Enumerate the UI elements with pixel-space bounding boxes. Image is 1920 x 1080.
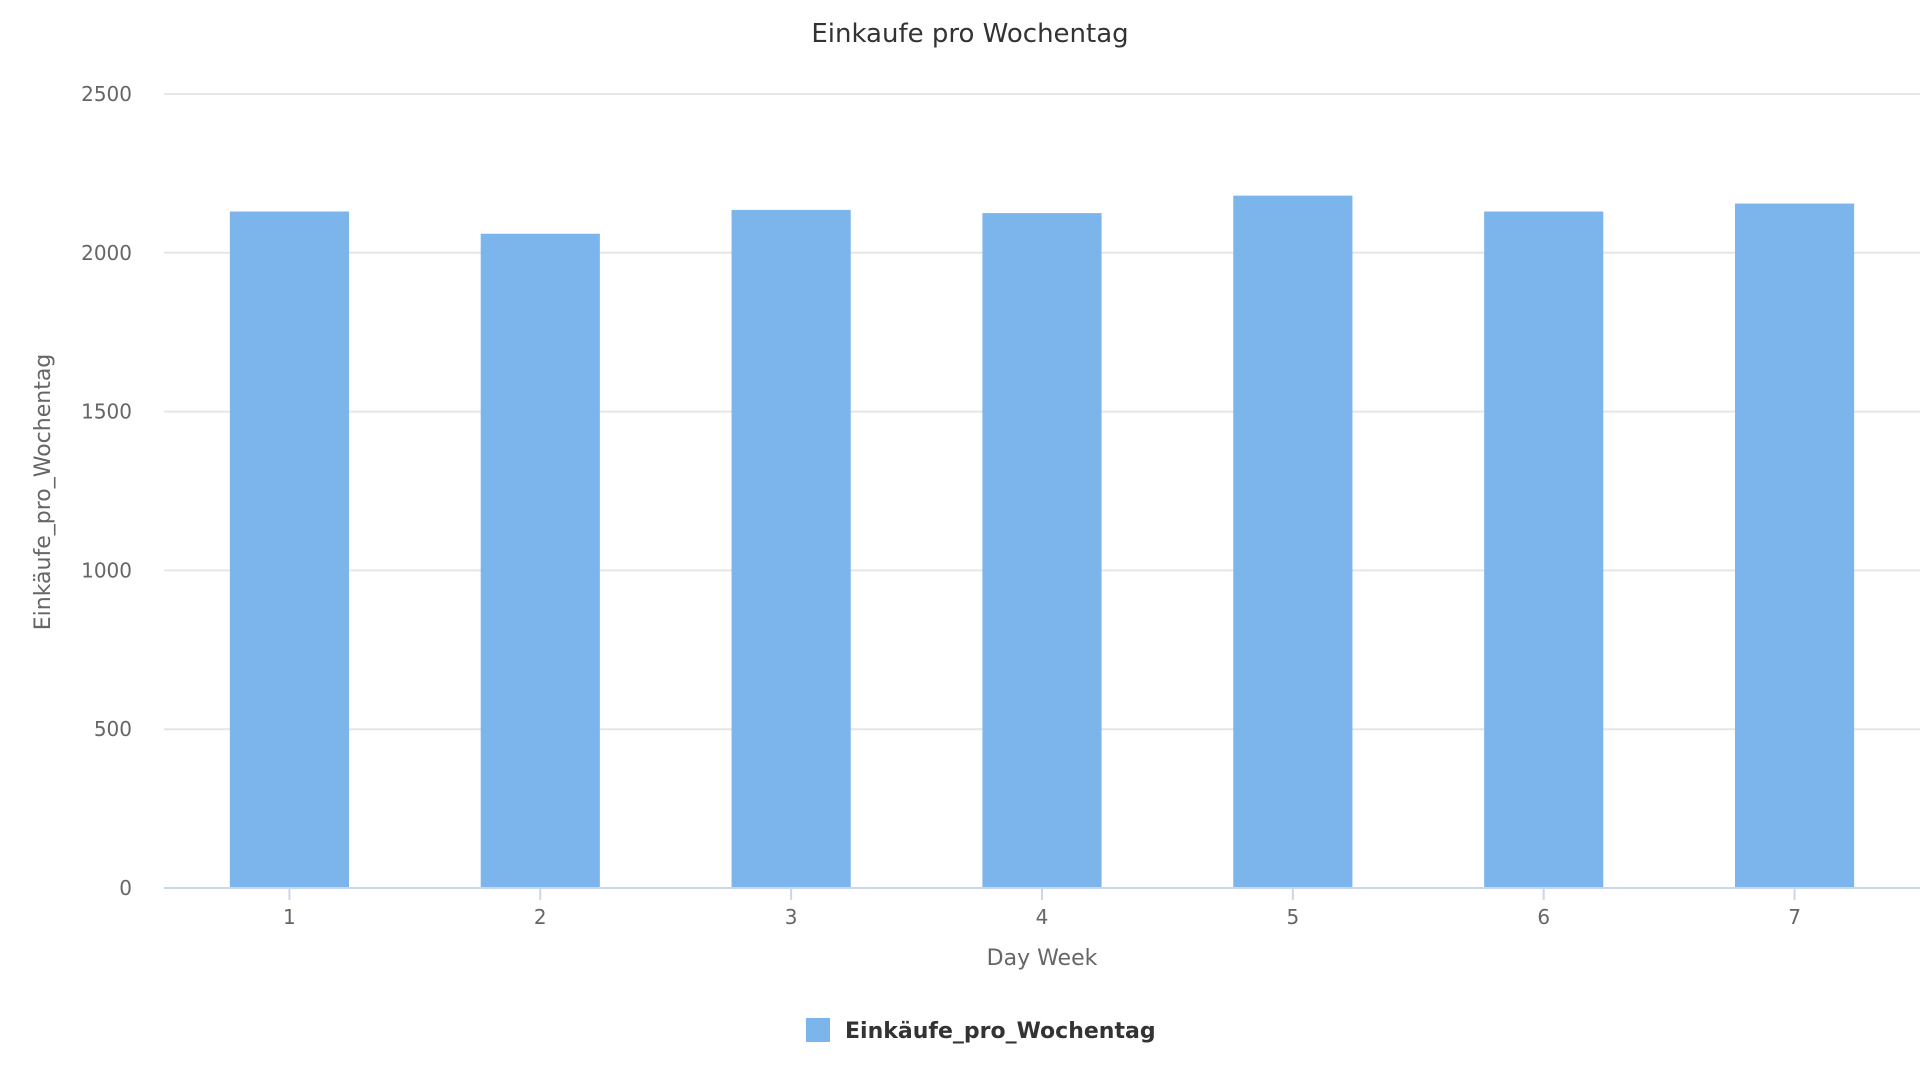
x-axis-title: Day Week — [987, 946, 1098, 971]
bar[interactable] — [1484, 211, 1604, 889]
bar[interactable] — [1233, 195, 1353, 888]
x-tick-label: 1 — [283, 905, 296, 929]
y-axis-title: Einkäufe_pro_Wochentag — [31, 354, 56, 631]
x-tick-label: 2 — [534, 905, 547, 929]
x-tick-label: 7 — [1788, 905, 1801, 929]
bar[interactable] — [982, 213, 1102, 889]
y-tick-label: 1500 — [81, 400, 132, 424]
bar[interactable] — [480, 233, 600, 888]
x-tick-label: 3 — [785, 905, 798, 929]
bar[interactable] — [1734, 203, 1855, 888]
y-tick-label: 0 — [119, 876, 132, 900]
legend[interactable]: Einkäufe_pro_Wochentag — [806, 1018, 1156, 1044]
y-tick-label: 1000 — [81, 558, 132, 582]
y-tick-label: 2500 — [81, 82, 132, 106]
bar[interactable] — [229, 211, 350, 889]
x-tick-label: 5 — [1286, 905, 1299, 929]
x-tick-labels: 1 2 3 4 5 6 7 — [283, 888, 1801, 929]
chart-title: Einkaufe pro Wochentag — [811, 19, 1128, 49]
bar[interactable] — [731, 209, 851, 888]
legend-swatch — [806, 1018, 830, 1042]
y-tick-label: 500 — [94, 717, 132, 741]
y-tick-labels: 0 500 1000 1500 2000 2500 — [81, 82, 132, 900]
x-tick-label: 4 — [1036, 905, 1049, 929]
bars — [229, 195, 1855, 889]
x-tick-label: 6 — [1537, 905, 1550, 929]
y-tick-label: 2000 — [81, 241, 132, 265]
legend-label: Einkäufe_pro_Wochentag — [845, 1019, 1156, 1044]
